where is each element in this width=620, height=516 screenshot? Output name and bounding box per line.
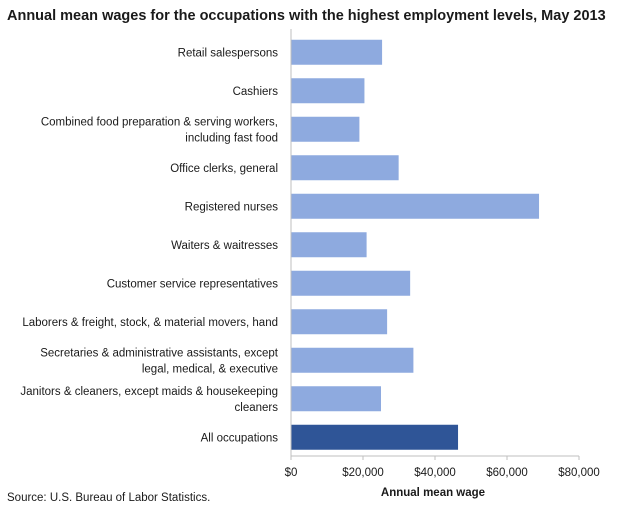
bar-7	[291, 309, 388, 335]
category-label-3: Office clerks, general	[170, 163, 278, 175]
category-label-8-line-1: legal, medical, & executive	[142, 363, 278, 375]
category-label-9-line-1: cleaners	[235, 402, 279, 414]
x-axis: $0 $20,000 $40,000 $60,000 $80,000 Annual mea…	[285, 29, 600, 499]
x-tick-label-3: $60,000	[486, 467, 528, 479]
bar-10	[291, 424, 459, 450]
category-label-10: All occupations	[201, 432, 279, 444]
x-tick-label-2: $40,000	[414, 467, 456, 479]
bar-0	[291, 39, 383, 65]
bar-9	[291, 386, 381, 412]
category-label-6: Customer service representatives	[107, 278, 279, 290]
category-label-7: Laborers & freight, stock, & material mo…	[22, 317, 278, 329]
x-tick-label-4: $80,000	[558, 467, 600, 479]
x-tick-label-0: $0	[285, 467, 298, 479]
bar-8	[291, 347, 414, 373]
category-label-2-line-1: including fast food	[185, 132, 278, 144]
category-label-2-line-0: Combined food preparation & serving work…	[41, 116, 278, 128]
bar-2	[291, 116, 360, 142]
x-axis-title: Annual mean wage	[381, 487, 485, 499]
bar-6	[291, 270, 411, 296]
category-label-5: Waiters & waitresses	[171, 240, 278, 252]
x-tick-label-1: $20,000	[342, 467, 384, 479]
bar-1	[291, 78, 365, 104]
bar-3	[291, 155, 399, 181]
bar-5	[291, 232, 367, 258]
category-label-0: Retail salespersons	[178, 47, 279, 59]
bar-4	[291, 193, 540, 219]
category-label-9-line-0: Janitors & cleaners, except maids & hous…	[20, 386, 278, 398]
category-labels-layer: Retail salespersons Cashiers Combined food…	[20, 47, 278, 444]
category-label-4: Registered nurses	[185, 201, 279, 213]
source-note: Source: U.S. Bureau of Labor Statistics.	[7, 492, 211, 504]
bars-layer	[291, 39, 540, 450]
chart-title: Annual mean wages for the occupations wi…	[7, 8, 606, 24]
category-label-8-line-0: Secretaries & administrative assistants,…	[40, 347, 279, 359]
category-label-1: Cashiers	[233, 86, 279, 98]
